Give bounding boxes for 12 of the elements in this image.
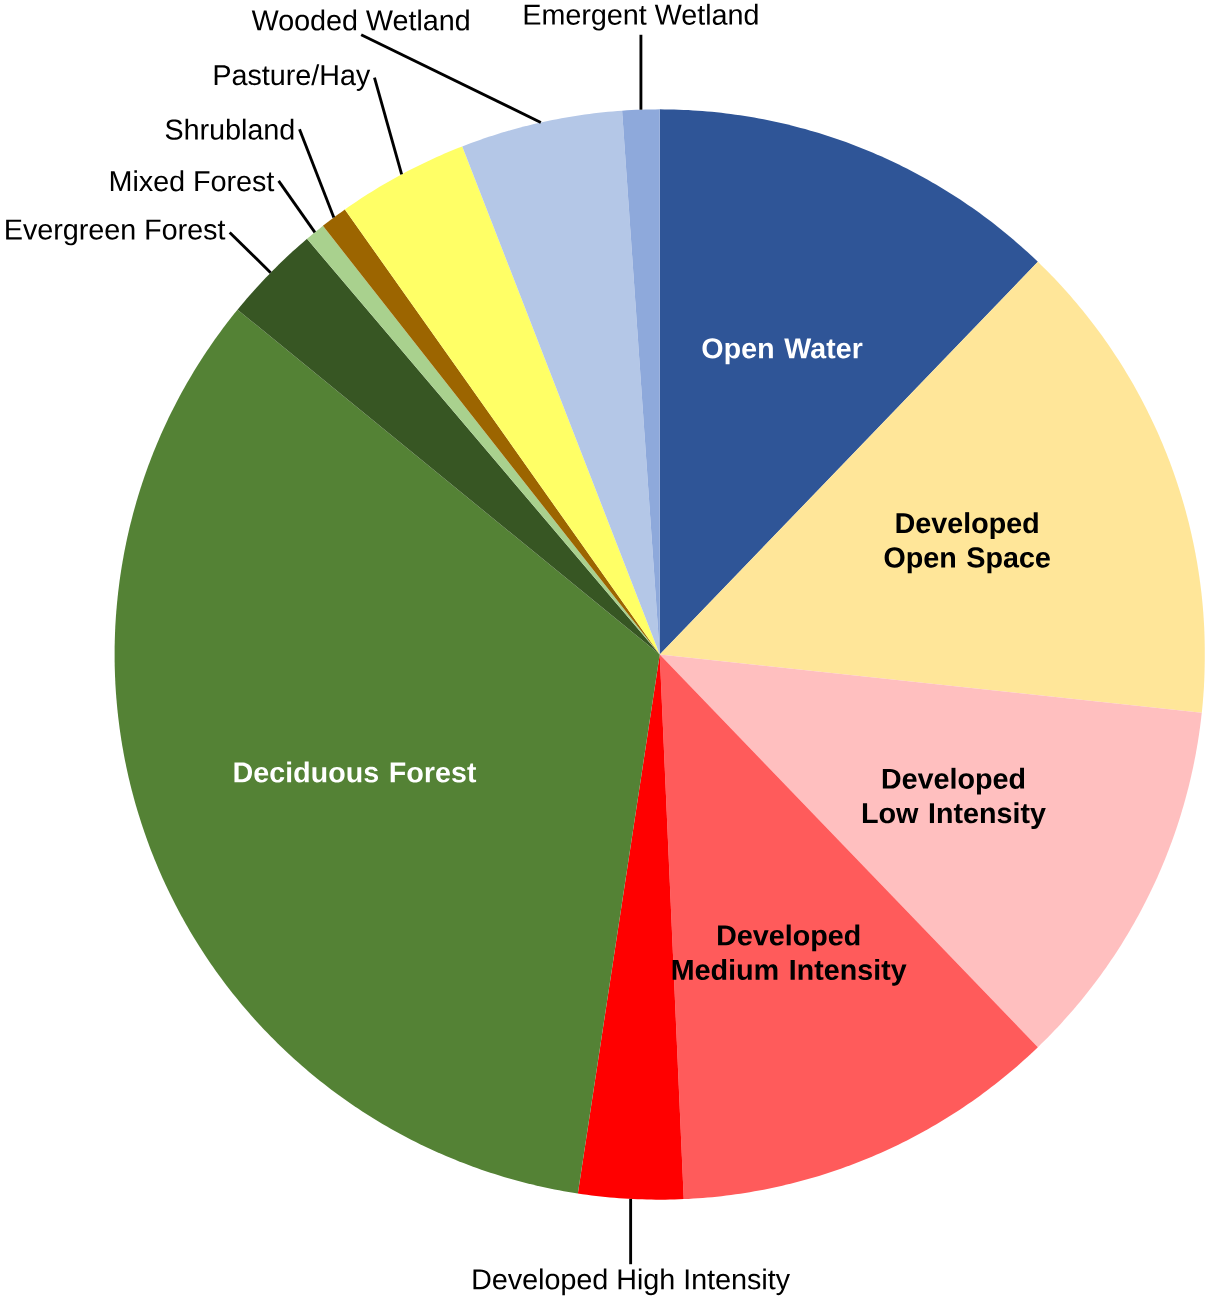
slice-label: Developed Open Space [884, 512, 1050, 574]
slice-label: Evergreen Forest [6, 219, 226, 246]
slice-label: Developed High Intensity [473, 1268, 791, 1296]
slice-label: Open Water [702, 338, 863, 365]
slice-label: Wooded Wetland [251, 9, 469, 31]
slice-label: Shrubland [165, 118, 294, 140]
slice-label: Pasture/Hay [214, 64, 371, 91]
slice-label: Deciduous Forest [234, 761, 477, 783]
slice-label: Developed Medium Intensity [672, 924, 907, 986]
slice-label: Emergent Wetland [524, 3, 758, 31]
slice-label: Developed Low Intensity [863, 767, 1046, 829]
slice-label: Mixed Forest [110, 170, 275, 192]
